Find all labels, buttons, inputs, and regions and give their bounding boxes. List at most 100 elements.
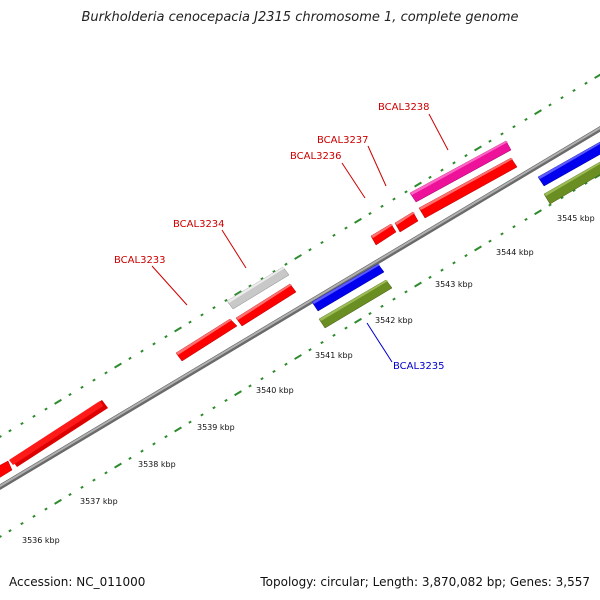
minor-tick bbox=[140, 349, 144, 353]
minor-tick bbox=[320, 340, 324, 345]
gene-arrow-bcal3234[interactable] bbox=[226, 266, 290, 310]
minor-tick bbox=[320, 240, 324, 245]
gene-arrow[interactable] bbox=[318, 279, 393, 329]
minor-tick bbox=[92, 378, 96, 382]
genome-backbone bbox=[0, 126, 600, 490]
minor-tick bbox=[68, 492, 72, 497]
reverse-strand-features bbox=[311, 141, 600, 329]
outer-tick-track bbox=[0, 73, 600, 438]
major-tick bbox=[0, 535, 2, 538]
gene-arrow[interactable] bbox=[235, 283, 297, 327]
minor-tick bbox=[68, 392, 72, 397]
kbp-label: 3543 kbp bbox=[435, 280, 473, 289]
minor-tick bbox=[488, 139, 492, 143]
accession-text: Accession: NC_011000 bbox=[9, 575, 146, 589]
major-tick bbox=[54, 498, 62, 505]
minor-tick bbox=[80, 385, 84, 389]
minor-tick bbox=[212, 406, 216, 410]
major-tick bbox=[234, 390, 242, 397]
minor-tick bbox=[368, 211, 372, 216]
minor-tick bbox=[368, 311, 372, 316]
minor-tick bbox=[44, 407, 48, 411]
gene-arrow-bcal3233[interactable] bbox=[175, 318, 238, 362]
gene-arrow[interactable] bbox=[543, 161, 600, 205]
gene-arrow[interactable] bbox=[418, 157, 518, 219]
gene-arrow[interactable] bbox=[537, 141, 600, 187]
minor-tick bbox=[500, 232, 504, 236]
minor-tick bbox=[308, 348, 312, 352]
minor-tick bbox=[380, 304, 384, 308]
gene-arrow[interactable] bbox=[0, 460, 13, 478]
major-tick bbox=[0, 435, 2, 438]
minor-tick bbox=[248, 284, 252, 288]
gene-labels: BCAL3233 BCAL3234 BCAL3235 BCAL3236 BCAL… bbox=[114, 102, 449, 372]
gene-label-bcal3237[interactable]: BCAL3237 bbox=[317, 135, 369, 146]
minor-tick bbox=[440, 268, 444, 272]
minor-tick bbox=[572, 188, 576, 193]
minor-tick bbox=[524, 117, 528, 122]
major-tick bbox=[114, 362, 122, 369]
gene-label-bcal3238[interactable]: BCAL3238 bbox=[378, 102, 430, 113]
minor-tick bbox=[584, 81, 588, 85]
kbp-label: 3536 kbp bbox=[22, 536, 60, 545]
gene-label-bcal3233[interactable]: BCAL3233 bbox=[114, 255, 166, 266]
gene-arrow-bcal3238[interactable] bbox=[409, 140, 512, 203]
minor-tick bbox=[260, 377, 264, 381]
minor-tick bbox=[428, 275, 432, 279]
minor-tick bbox=[188, 320, 192, 324]
leader-line bbox=[366, 322, 393, 363]
major-tick bbox=[174, 426, 182, 433]
minor-tick bbox=[8, 529, 12, 533]
minor-tick bbox=[32, 514, 36, 518]
minor-tick bbox=[200, 413, 204, 417]
minor-tick bbox=[344, 326, 348, 330]
major-tick bbox=[474, 245, 482, 252]
major-tick bbox=[54, 398, 62, 405]
minor-tick bbox=[224, 298, 228, 303]
minor-tick bbox=[212, 306, 216, 310]
minor-tick bbox=[128, 356, 132, 360]
minor-tick bbox=[152, 342, 156, 346]
leader-line bbox=[221, 229, 247, 269]
gene-arrow[interactable] bbox=[9, 399, 108, 467]
minor-tick bbox=[104, 471, 108, 475]
minor-tick bbox=[380, 204, 384, 208]
kbp-label: 3538 kbp bbox=[138, 460, 176, 469]
minor-tick bbox=[452, 161, 456, 165]
kbp-label: 3540 kbp bbox=[256, 386, 294, 395]
gene-label-bcal3234[interactable]: BCAL3234 bbox=[173, 219, 225, 230]
gene-label-bcal3236[interactable]: BCAL3236 bbox=[290, 151, 342, 162]
leader-line bbox=[151, 265, 188, 306]
leader-line bbox=[367, 145, 387, 187]
minor-tick bbox=[248, 384, 252, 388]
gene-arrow-bcal3237[interactable] bbox=[394, 211, 419, 233]
map-title: Burkholderia cenocepacia J2315 chromosom… bbox=[81, 10, 519, 25]
minor-tick bbox=[200, 313, 204, 317]
minor-tick bbox=[44, 507, 48, 511]
kbp-label: 3537 kbp bbox=[80, 497, 118, 506]
gene-arrow-bcal3235[interactable] bbox=[311, 263, 385, 312]
gene-arrow-bcal3236[interactable] bbox=[370, 223, 397, 246]
major-tick bbox=[534, 109, 542, 116]
minor-tick bbox=[164, 435, 168, 439]
minor-tick bbox=[188, 420, 192, 424]
kbp-labels: 3536 kbp 3537 kbp 3538 kbp 3539 kbp 3540… bbox=[22, 214, 595, 545]
minor-tick bbox=[308, 248, 312, 252]
major-tick bbox=[354, 317, 362, 324]
minor-tick bbox=[452, 261, 456, 265]
kbp-label: 3539 kbp bbox=[197, 423, 235, 432]
inner-tick-track bbox=[0, 173, 600, 538]
leader-line bbox=[341, 162, 366, 199]
minor-tick bbox=[464, 154, 468, 158]
minor-tick bbox=[284, 262, 288, 266]
minor-tick bbox=[404, 190, 408, 194]
major-tick bbox=[294, 254, 302, 260]
major-tick bbox=[534, 209, 542, 216]
minor-tick bbox=[512, 125, 516, 129]
minor-tick bbox=[572, 88, 576, 93]
gene-label-bcal3235[interactable]: BCAL3235 bbox=[393, 361, 445, 372]
minor-tick bbox=[512, 225, 516, 229]
minor-tick bbox=[8, 429, 12, 433]
minor-tick bbox=[20, 521, 24, 526]
